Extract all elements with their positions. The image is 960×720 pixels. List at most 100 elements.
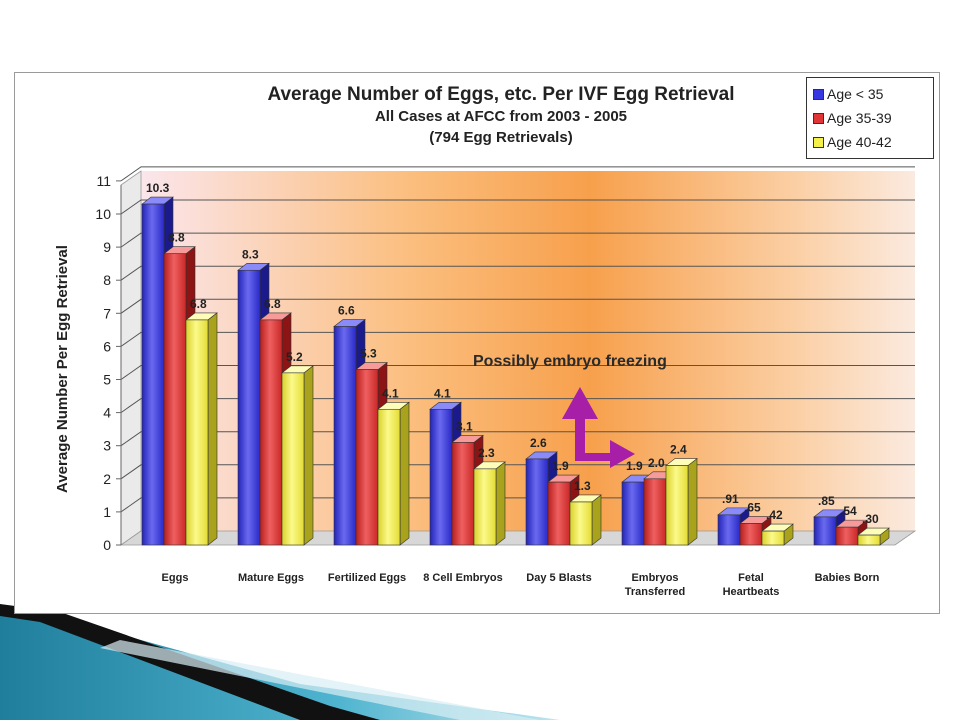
bar-face bbox=[687, 457, 698, 546]
bar-value-label: .91 bbox=[722, 492, 739, 506]
grid-line bbox=[120, 265, 915, 281]
bar bbox=[665, 457, 698, 546]
legend-item: Age 35-39 bbox=[813, 106, 927, 130]
grid-line bbox=[120, 166, 915, 182]
legend-swatch bbox=[813, 112, 824, 124]
x-category-label: Eggs bbox=[162, 572, 189, 584]
bar-value-label: 2.3 bbox=[478, 446, 495, 460]
y-tick-label: 1 bbox=[103, 504, 111, 520]
bar-value-label: 1.3 bbox=[574, 479, 591, 493]
bar-face bbox=[495, 461, 506, 546]
y-tick-label: 3 bbox=[103, 438, 111, 454]
annotation-text: Possibly embryo freezing bbox=[473, 353, 667, 370]
y-tick-label: 9 bbox=[103, 239, 111, 255]
bar-face bbox=[591, 494, 602, 546]
y-tick-label: 2 bbox=[103, 471, 111, 487]
grid-line bbox=[120, 199, 915, 215]
bar-face bbox=[399, 401, 410, 546]
bar-value-label: 2.6 bbox=[530, 436, 547, 450]
decor-light-swoosh bbox=[100, 640, 540, 720]
legend-swatch bbox=[813, 136, 824, 148]
bar-value-label: 1.9 bbox=[626, 459, 643, 473]
bar-face bbox=[355, 369, 379, 546]
bar bbox=[473, 461, 506, 546]
bar bbox=[377, 401, 410, 546]
y-tick-label: 4 bbox=[103, 405, 111, 421]
bar-value-label: 8.3 bbox=[242, 247, 259, 261]
grid-lines bbox=[120, 166, 915, 513]
chart-frame: Average Number of Eggs, etc. Per IVF Egg… bbox=[14, 72, 940, 614]
bar-face bbox=[813, 516, 837, 546]
bar-value-label: 6.6 bbox=[338, 304, 355, 318]
bar-value-label: 6.8 bbox=[264, 297, 281, 311]
grid-line bbox=[120, 298, 915, 314]
bar bbox=[569, 494, 602, 546]
bar-value-label: .30 bbox=[862, 512, 879, 526]
bar-value-label: 4.1 bbox=[434, 386, 451, 400]
bar bbox=[185, 312, 218, 546]
grid-line bbox=[120, 431, 915, 447]
bar-value-label: 2.0 bbox=[648, 456, 665, 470]
bar-value-label: 2.4 bbox=[670, 443, 687, 457]
y-axis-ticks: 0 1 2 3 4 5 6 7 8 9 10 11 bbox=[95, 173, 121, 553]
bar-face bbox=[429, 408, 453, 546]
y-tick-label: 8 bbox=[103, 272, 111, 288]
bar-value-label: 5.3 bbox=[360, 347, 377, 361]
bar-face bbox=[643, 478, 667, 546]
annotation-arrow bbox=[562, 387, 635, 468]
chart-subtitle: All Cases at AFCC from 2003 - 2005 bbox=[375, 108, 627, 125]
bar-value-label: 1.9 bbox=[552, 459, 569, 473]
bidirectional-arrow-icon bbox=[562, 387, 635, 468]
bar-face bbox=[237, 269, 261, 546]
bar-face bbox=[185, 319, 209, 546]
bar-face bbox=[621, 481, 645, 546]
y-tick-label: 11 bbox=[96, 173, 111, 189]
bar-value-label: .65 bbox=[744, 500, 761, 514]
bar-face bbox=[525, 458, 549, 546]
bar-face bbox=[547, 481, 571, 546]
x-category-label: Mature Eggs bbox=[238, 572, 304, 584]
legend-item: Age 40-42 bbox=[813, 130, 927, 154]
bar-value-label: 5.2 bbox=[286, 350, 303, 364]
bar-value-label: .54 bbox=[840, 504, 857, 518]
x-category-label: Embryos Transferred bbox=[625, 572, 686, 598]
y-tick-label: 0 bbox=[103, 537, 111, 553]
bar-face bbox=[569, 501, 593, 546]
bar-face bbox=[857, 534, 881, 546]
bar-face bbox=[739, 523, 763, 546]
x-category-label: Babies Born bbox=[815, 572, 880, 584]
legend-label: Age 40-42 bbox=[827, 134, 892, 150]
legend-label: Age < 35 bbox=[827, 86, 884, 102]
plot-side-wall bbox=[120, 170, 142, 546]
bar-face bbox=[281, 372, 305, 546]
legend: Age < 35 Age 35-39 Age 40-42 bbox=[806, 77, 934, 159]
bar-face bbox=[303, 365, 314, 546]
x-category-label: Fertilized Eggs bbox=[328, 572, 406, 584]
bar-face bbox=[333, 326, 357, 546]
grid-line bbox=[120, 232, 915, 248]
bar bbox=[761, 523, 794, 546]
grid-line bbox=[120, 331, 915, 347]
bar-value-label: .85 bbox=[818, 494, 835, 508]
bar-value-label: 3.1 bbox=[456, 419, 473, 433]
y-tick-label: 6 bbox=[103, 338, 111, 354]
y-axis-label: Average Number Per Egg Retrieval bbox=[54, 245, 71, 493]
bar-face bbox=[259, 319, 283, 546]
bar-face bbox=[473, 468, 497, 546]
decor-teal-swoosh bbox=[0, 612, 560, 720]
x-category-label: Fetal Heartbeats bbox=[723, 572, 780, 598]
bar-value-label: 10.3 bbox=[146, 181, 170, 195]
legend-item: Age < 35 bbox=[813, 82, 927, 106]
bar-face bbox=[717, 514, 741, 546]
y-tick-label: 5 bbox=[103, 372, 111, 388]
bar bbox=[857, 527, 890, 546]
grid-line bbox=[120, 398, 915, 414]
bar-value-label: .42 bbox=[766, 508, 783, 522]
grid-line bbox=[120, 464, 915, 480]
chart-subtitle-2: (794 Egg Retrievals) bbox=[429, 129, 572, 146]
bar-chart: Average Number of Eggs, etc. Per IVF Egg… bbox=[54, 84, 917, 598]
bar-face bbox=[665, 465, 689, 546]
bar bbox=[281, 365, 314, 546]
y-tick-label: 7 bbox=[103, 305, 111, 321]
